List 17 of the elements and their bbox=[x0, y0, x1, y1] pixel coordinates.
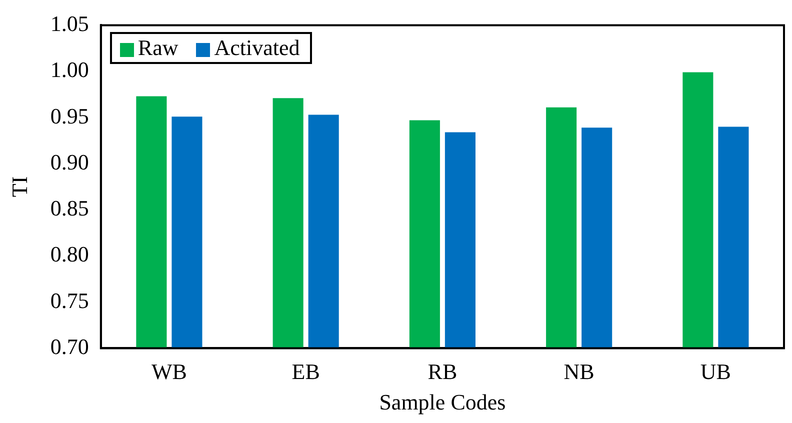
x-tick-label: NB bbox=[564, 359, 594, 384]
y-tick-label: 1.00 bbox=[50, 57, 89, 82]
legend-label: Activated bbox=[213, 35, 300, 62]
y-axis-title: TI bbox=[6, 176, 32, 198]
y-tick-label: 0.75 bbox=[50, 288, 89, 313]
y-tick-label: 0.80 bbox=[50, 242, 89, 267]
legend-label: Raw bbox=[136, 35, 178, 62]
x-tick-label: RB bbox=[428, 359, 458, 384]
y-tick-label: 0.70 bbox=[50, 334, 89, 359]
y-tick-label: 0.90 bbox=[50, 149, 89, 174]
x-tick-label: WB bbox=[151, 359, 187, 384]
y-tick-label: 1.05 bbox=[50, 10, 89, 36]
x-tick-label: EB bbox=[292, 359, 320, 384]
x-tick-label: UB bbox=[700, 359, 731, 384]
y-tick-label: 0.95 bbox=[50, 103, 89, 128]
y-tick-label: 0.85 bbox=[50, 196, 89, 221]
x-axis-title: Sample Codes bbox=[379, 390, 506, 415]
